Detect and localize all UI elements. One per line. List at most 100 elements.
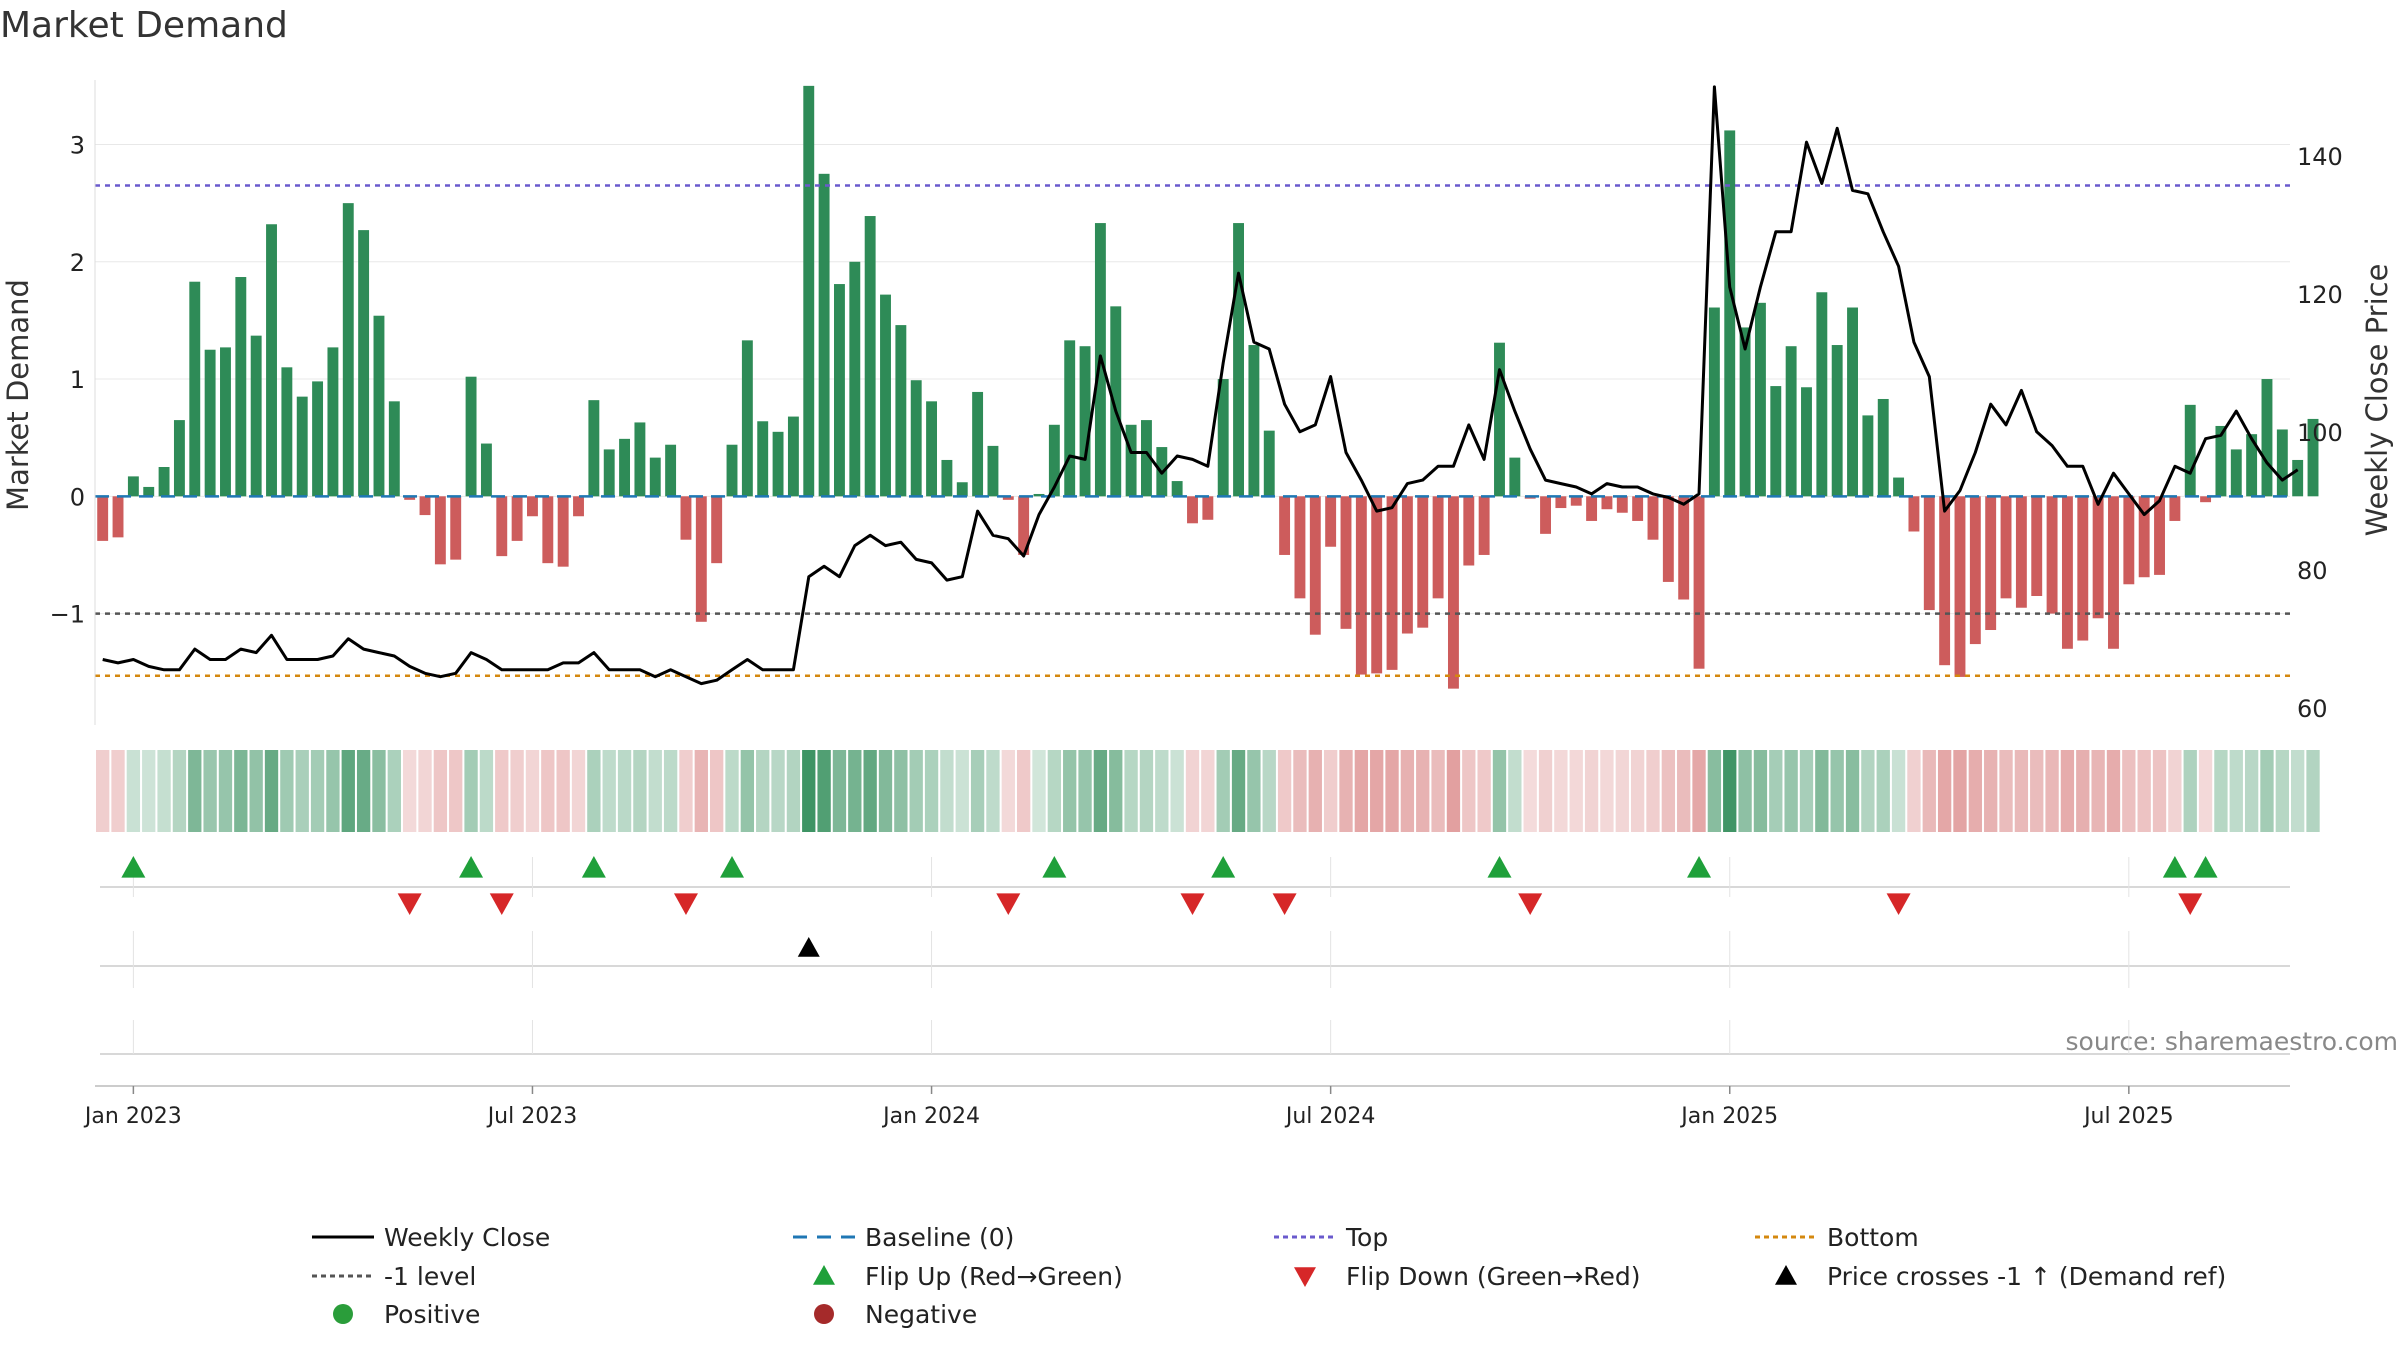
demand-bar — [1632, 496, 1644, 521]
demand-bar — [97, 496, 109, 541]
heat-cell — [1293, 750, 1307, 832]
flip-up-marker — [1487, 856, 1512, 878]
heat-cell — [1170, 750, 1184, 832]
demand-bar — [557, 496, 569, 567]
legend-label: Weekly Close — [384, 1223, 550, 1252]
demand-bar — [1417, 496, 1429, 628]
heat-cell — [418, 750, 432, 832]
heat-cell — [1600, 750, 1614, 832]
demand-bar — [1325, 496, 1337, 547]
heat-cell — [2030, 750, 2044, 832]
demand-bar — [972, 391, 984, 497]
heat-cell — [2260, 750, 2274, 832]
heat-cell — [1845, 750, 1860, 832]
heat-cell — [1753, 750, 1768, 832]
heat-cell — [326, 750, 340, 832]
heat-cell — [1999, 750, 2013, 832]
demand-bar — [772, 431, 784, 497]
heat-cell — [1815, 750, 1829, 832]
demand-bar — [1816, 292, 1828, 497]
heat-cell — [679, 750, 693, 832]
heat-cell — [740, 750, 755, 832]
legend-entry: Price crosses -1 ↑ (Demand ref) — [1775, 1262, 2226, 1291]
y2-tick-label: 140 — [2297, 143, 2343, 171]
heat-cell — [96, 750, 110, 832]
heat-cell — [188, 750, 202, 832]
heat-cell — [1323, 750, 1338, 832]
heat-cell — [909, 750, 923, 832]
demand-bar — [1279, 496, 1291, 555]
heat-cell — [1446, 750, 1461, 832]
demand-bar — [2046, 496, 2058, 614]
demand-bar — [803, 85, 815, 497]
demand-bar — [511, 496, 523, 541]
demand-bar — [665, 444, 677, 497]
demand-bar — [281, 367, 293, 497]
demand-bar — [542, 496, 554, 564]
legend-entry: Bottom — [1755, 1223, 1919, 1252]
heat-cell — [1201, 750, 1215, 832]
heat-cell — [372, 750, 386, 832]
demand-bar — [1770, 386, 1782, 497]
heat-cell — [1907, 750, 1921, 832]
demand-bar — [2123, 496, 2135, 585]
heat-cell — [1339, 750, 1353, 832]
demand-bar — [465, 376, 477, 497]
demand-bar — [1586, 496, 1598, 521]
demand-bar — [926, 401, 938, 497]
y2-tick-label: 120 — [2297, 281, 2343, 309]
weekly-close-line — [102, 85, 2299, 686]
heat-cell — [218, 750, 233, 832]
heat-cell — [1231, 750, 1246, 832]
demand-bar — [1202, 496, 1214, 520]
demand-bar — [1033, 493, 1045, 497]
demand-heat-strip — [96, 750, 2320, 832]
demand-bar — [1893, 477, 1905, 497]
demand-bar — [1647, 496, 1659, 540]
demand-bar — [1018, 496, 1030, 555]
heat-cell — [1508, 750, 1522, 832]
demand-bar — [1478, 496, 1490, 555]
demand-bar — [849, 261, 861, 497]
demand-bar — [1386, 496, 1398, 670]
demand-bar — [1801, 387, 1812, 497]
demand-bar — [1401, 496, 1413, 634]
demand-bar — [2169, 496, 2181, 521]
demand-bar — [1217, 379, 1229, 497]
heat-cell — [1569, 750, 1583, 832]
heat-cell — [1876, 750, 1890, 832]
heat-cell — [1953, 750, 1967, 832]
flip-down-marker — [1886, 893, 1911, 915]
demand-bar — [419, 496, 431, 516]
demand-bar — [787, 416, 799, 497]
heat-cell — [1891, 750, 1906, 832]
legend-label: Baseline (0) — [865, 1223, 1014, 1252]
demand-bar — [1432, 496, 1444, 599]
heat-cell — [2152, 750, 2167, 832]
heat-cell — [2244, 750, 2259, 832]
heat-cell — [356, 750, 371, 832]
heat-cell — [1354, 750, 1369, 832]
source-label: source: sharemaestro.com — [2066, 1027, 2399, 1056]
flip-down-marker — [397, 893, 422, 915]
heat-cell — [1646, 750, 1660, 832]
demand-bar — [1263, 430, 1275, 497]
heat-cell — [1661, 750, 1675, 832]
demand-bar — [220, 347, 231, 497]
heat-cell — [525, 750, 540, 832]
heat-cell — [2183, 750, 2197, 832]
y-tick-label: 3 — [70, 132, 85, 160]
heat-cell — [894, 750, 908, 832]
heat-cell — [2091, 750, 2105, 832]
heat-cell — [786, 750, 801, 832]
demand-bar — [358, 230, 370, 497]
heat-cell — [924, 750, 939, 832]
demand-bar — [1494, 342, 1505, 497]
heat-cell — [2122, 750, 2136, 832]
demand-bar — [895, 325, 907, 497]
legend-label: -1 level — [384, 1262, 476, 1291]
heat-cell — [1937, 750, 1952, 832]
demand-bar — [818, 173, 830, 497]
flip-down-marker — [1180, 893, 1205, 915]
demand-bar — [1447, 496, 1459, 689]
